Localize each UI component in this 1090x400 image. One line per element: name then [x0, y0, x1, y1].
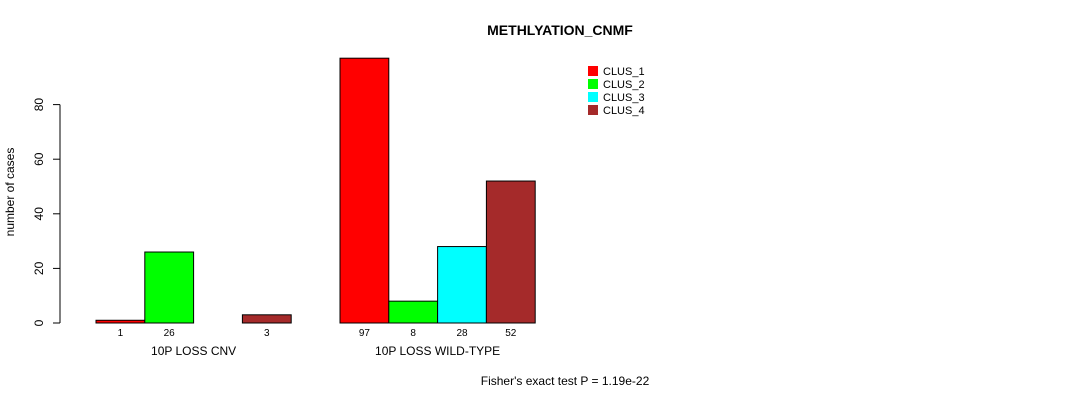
legend-swatch-clus_3	[588, 92, 598, 102]
bar-clus_1-2	[339, 57, 390, 324]
y-tick-label: 60	[32, 152, 46, 166]
count-labels: 1 26 3 97 8 28 52	[118, 328, 517, 339]
bar-count-label: 3	[264, 328, 270, 339]
bar-count-label: 28	[456, 328, 468, 339]
bar-count-label: 26	[164, 328, 176, 339]
bars	[95, 57, 536, 324]
y-tick-label: 20	[32, 261, 46, 275]
y-axis-label: number of cases	[3, 148, 17, 237]
fisher-test-note: Fisher's exact test P = 1.19e-22	[481, 374, 650, 388]
y-tick-label: 40	[32, 207, 46, 221]
y-tick-label: 0	[32, 319, 46, 326]
bar-clus_2-1	[144, 251, 195, 324]
bar-clus_2-2	[388, 300, 439, 324]
bar-count-label: 8	[410, 328, 416, 339]
bar-count-label: 52	[505, 328, 517, 339]
category-labels: 10P LOSS CNV 10P LOSS WILD-TYPE	[151, 344, 500, 358]
legend-swatch-clus_2	[588, 79, 598, 89]
legend-label: CLUS_2	[603, 79, 645, 91]
legend-label: CLUS_4	[603, 105, 645, 117]
x-category-label: 10P LOSS WILD-TYPE	[375, 344, 500, 358]
legend-label: CLUS_1	[603, 66, 645, 78]
legend-swatch-clus_4	[588, 105, 598, 115]
legend-swatch-clus_1	[588, 66, 598, 76]
y-tick-label: 80	[32, 98, 46, 112]
y-axis: 0 20 40 60 80	[32, 98, 61, 326]
bar-clus_4-1	[241, 314, 292, 324]
bar-count-label: 97	[359, 328, 371, 339]
legend-label: CLUS_3	[603, 92, 645, 104]
bar-clus_4-2	[485, 180, 536, 324]
bar-clus_1-1	[95, 319, 146, 324]
chart-title: METHLYATION_CNMF	[487, 22, 633, 38]
bar-clus_3-2	[437, 246, 487, 324]
x-category-label: 10P LOSS CNV	[151, 344, 236, 358]
bar-count-label: 1	[118, 328, 124, 339]
